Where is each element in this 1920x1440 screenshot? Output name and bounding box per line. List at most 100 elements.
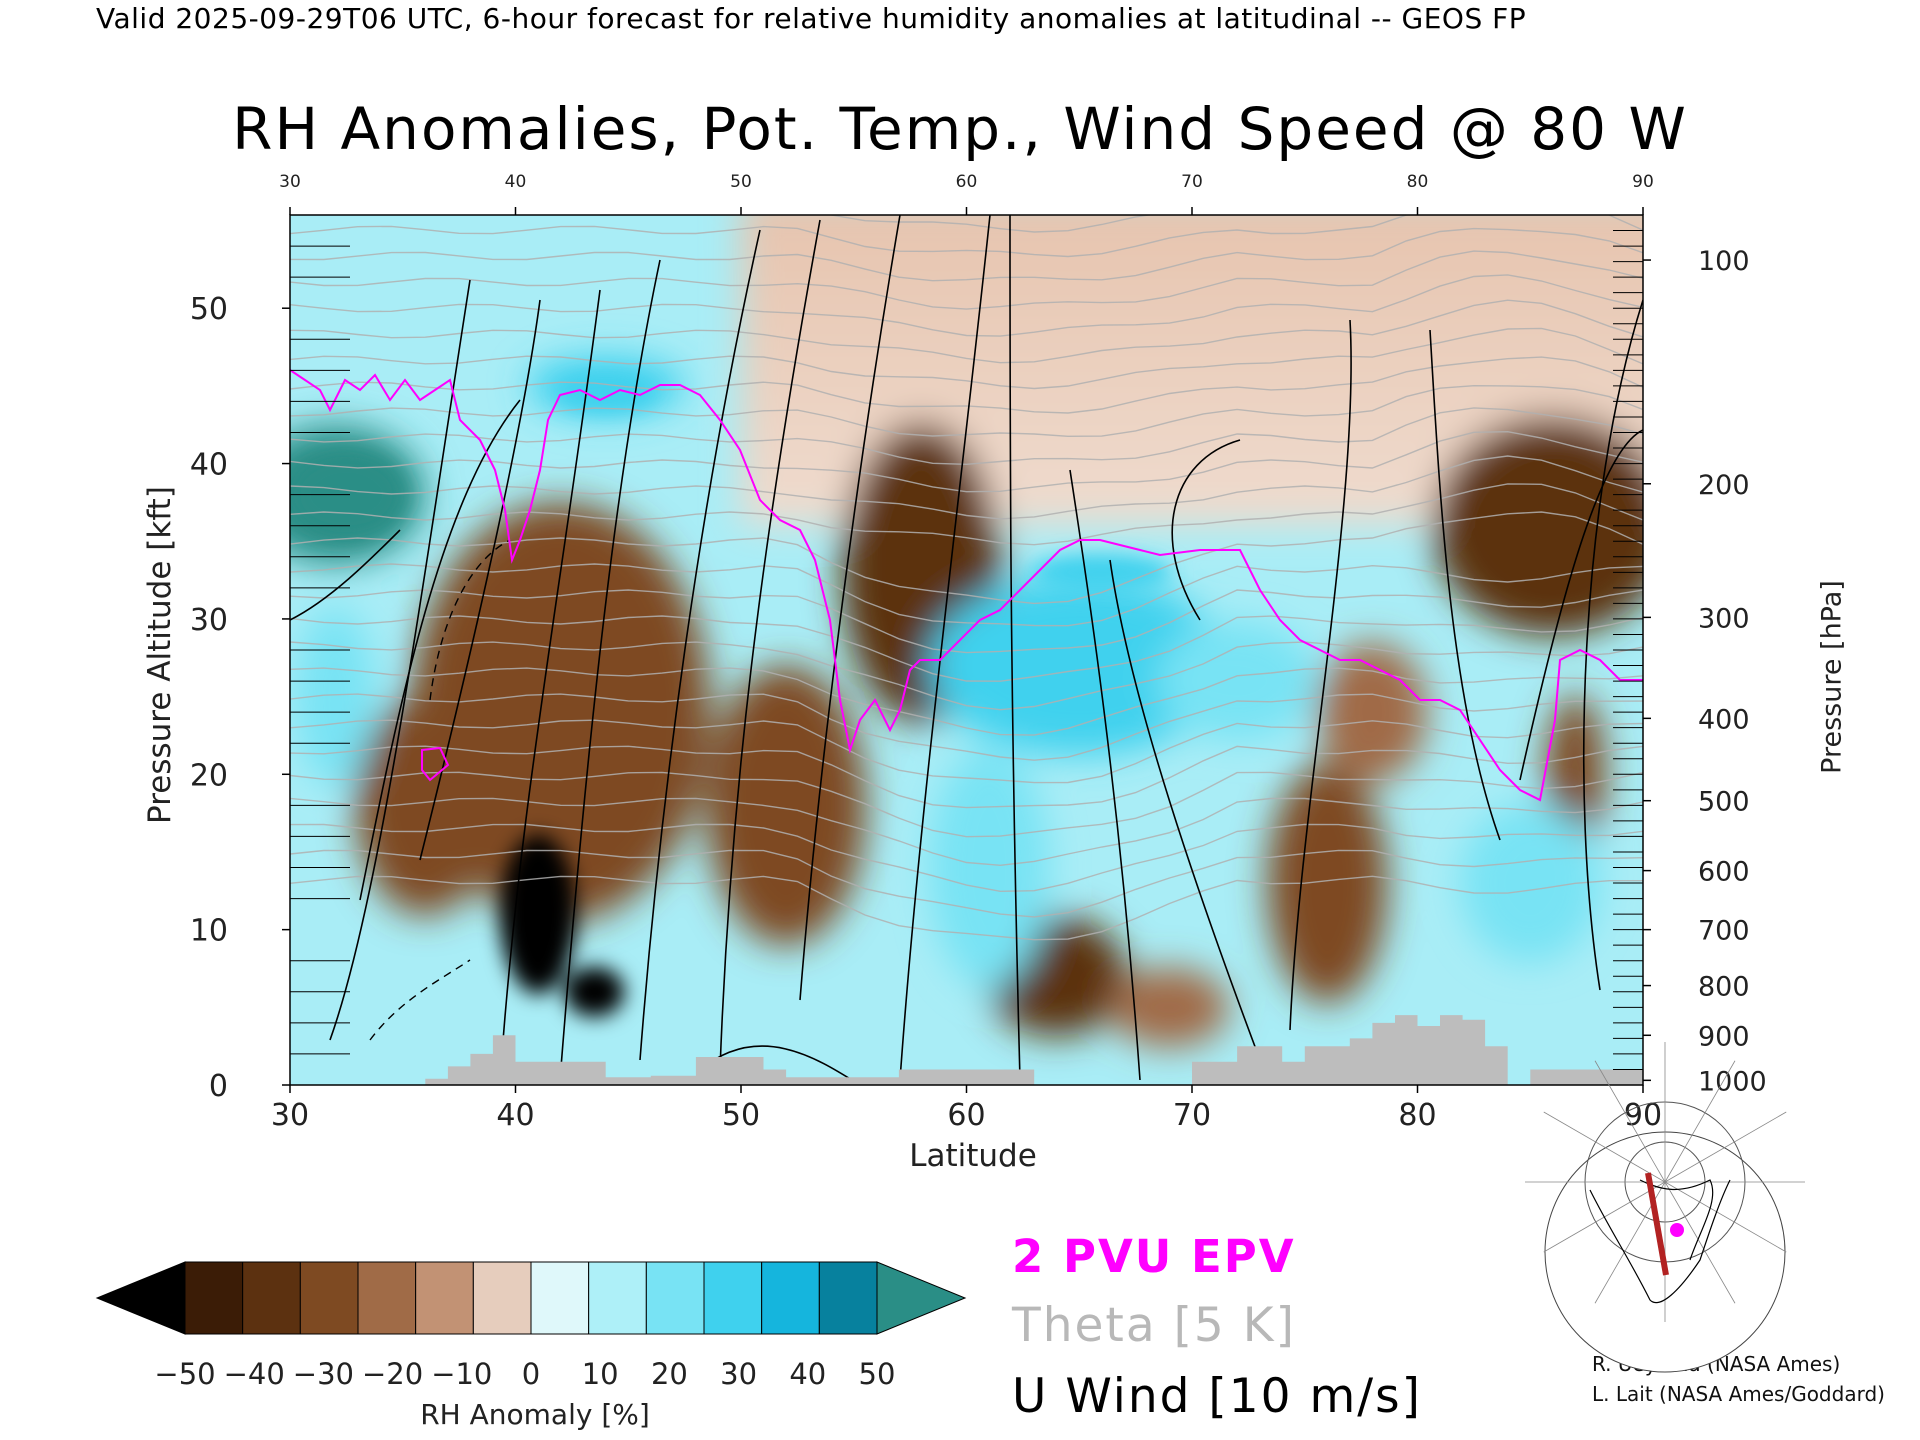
colorbar-box [242,1261,301,1335]
pressure-tick-label: 100 [1698,246,1750,277]
u-wind-contour [1429,329,1501,841]
u-wind-contour [1069,469,1141,1081]
colorbar-tick-label: −50 [154,1357,215,1391]
pvu-contour [421,746,450,782]
u-wind-contour [799,215,901,1001]
colorbar-box [472,1261,532,1335]
x-tick-label-top: 50 [730,172,752,192]
map-meridian [1594,1060,1666,1183]
header-text: Valid 2025-09-29T06 UTC, 6-hour forecast… [96,2,1527,35]
moist-region [1460,803,1601,964]
credit-line-2: L. Lait (NASA Ames/Goddard) [1592,1382,1885,1406]
u-wind-contour [1009,215,1021,1081]
x-tick-label: 60 [947,1098,985,1133]
theta-contour [290,430,1643,493]
x-tick-label-top: 30 [279,172,301,192]
theta-contour [290,719,1643,784]
colorbar-box [818,1261,878,1335]
theta-contour [290,327,1643,390]
u-wind-contour [1582,299,1643,991]
u-wind-contour [699,1045,861,1085]
colorbar-label: RH Anomaly [%] [420,1398,650,1431]
colorbar-box [415,1261,474,1335]
x-tick-label: 40 [496,1098,534,1133]
colorbar-extend-high [876,1261,967,1335]
u-wind-contour [559,259,661,1081]
theta-contour [290,589,1643,654]
pvu-contour [290,369,1643,802]
map-coastline [1639,1179,1714,1261]
pressure-tick-label: 600 [1698,857,1750,888]
theta-contour [290,274,1643,337]
theta-contour [290,615,1643,682]
colorbar-tick-label: 0 [522,1357,540,1391]
y-tick-label: 30 [190,603,228,638]
moist-core [1031,554,1172,591]
theta-contour [290,299,1643,364]
pressure-tick-label: 400 [1698,704,1750,735]
x-tick-label: 50 [722,1098,760,1133]
u-wind-contour [1289,319,1352,1031]
theta-contour [290,227,1643,282]
colorbar-box [703,1261,763,1335]
colorbar-tick-label: −10 [431,1357,492,1391]
moist-core [555,375,656,412]
legend-pvu: 2 PVU EPV [1012,1230,1296,1283]
x-tick-label-top: 40 [505,172,527,192]
u-wind-contour [719,219,821,1071]
moist-region [1157,621,1318,742]
colorbar-tick-label: 50 [859,1357,896,1391]
theta-contour [290,797,1643,867]
u-wind-contour [499,289,601,1081]
chart-title: RH Anomalies, Pot. Temp., Wind Speed @ 8… [232,95,1688,163]
x-tick-label: 70 [1173,1098,1211,1133]
theta-contour [290,511,1643,605]
map-meridian [1664,1060,1736,1183]
theta-contour [290,215,1643,258]
colorbar-tick-label: −40 [224,1357,285,1391]
x-tick-label-top: 80 [1407,172,1429,192]
map-meridian [1543,1111,1666,1183]
theta-contour [290,745,1643,809]
x-tick-label: 80 [1398,1098,1436,1133]
colorbar-tick-label: −20 [362,1357,423,1391]
u-wind-contour [329,279,471,1041]
y-tick-label: 40 [190,448,228,483]
colorbar-tick-label: −30 [293,1357,354,1391]
u-wind-contour [290,529,401,621]
theta-contour [290,771,1643,838]
dry-region [1317,642,1428,783]
u-wind-contour [1171,439,1241,621]
y-tick-label: 20 [190,758,228,793]
moist-region [295,606,376,787]
colorbar-box [645,1261,705,1335]
x-tick-label: 30 [271,1098,309,1133]
y-tick-label: 10 [190,914,228,949]
x-tick-label-top: 60 [956,172,978,192]
dry-region [1109,967,1230,1048]
theta-contour [290,563,1643,627]
pressure-tick-label: 300 [1698,603,1750,634]
dry-core [500,834,577,995]
map-coastline [1589,1179,1731,1304]
moist-region [929,575,1230,756]
u-wind-contour-negative [369,959,471,1041]
colorbar-box [761,1261,820,1335]
y-tick-label: 50 [190,292,228,327]
topography [290,1015,1643,1085]
u-wind-contour [419,299,541,861]
colorbar-box [530,1261,590,1335]
colorbar-box [299,1261,359,1335]
legend-theta: Theta [5 K] [1012,1298,1296,1353]
theta-contour [828,215,1153,233]
colorbar-tick-label: 30 [720,1357,757,1391]
colorbar-box [184,1261,244,1335]
colorbar-tick-label: 20 [651,1357,688,1391]
map-transect-line [1645,1172,1669,1276]
pressure-tick-label: 900 [1698,1021,1750,1052]
y-tick-label: 0 [209,1069,228,1104]
moist-region [929,747,1050,988]
map-meridian [1664,1111,1787,1183]
pressure-tick-label: 800 [1698,972,1750,1003]
